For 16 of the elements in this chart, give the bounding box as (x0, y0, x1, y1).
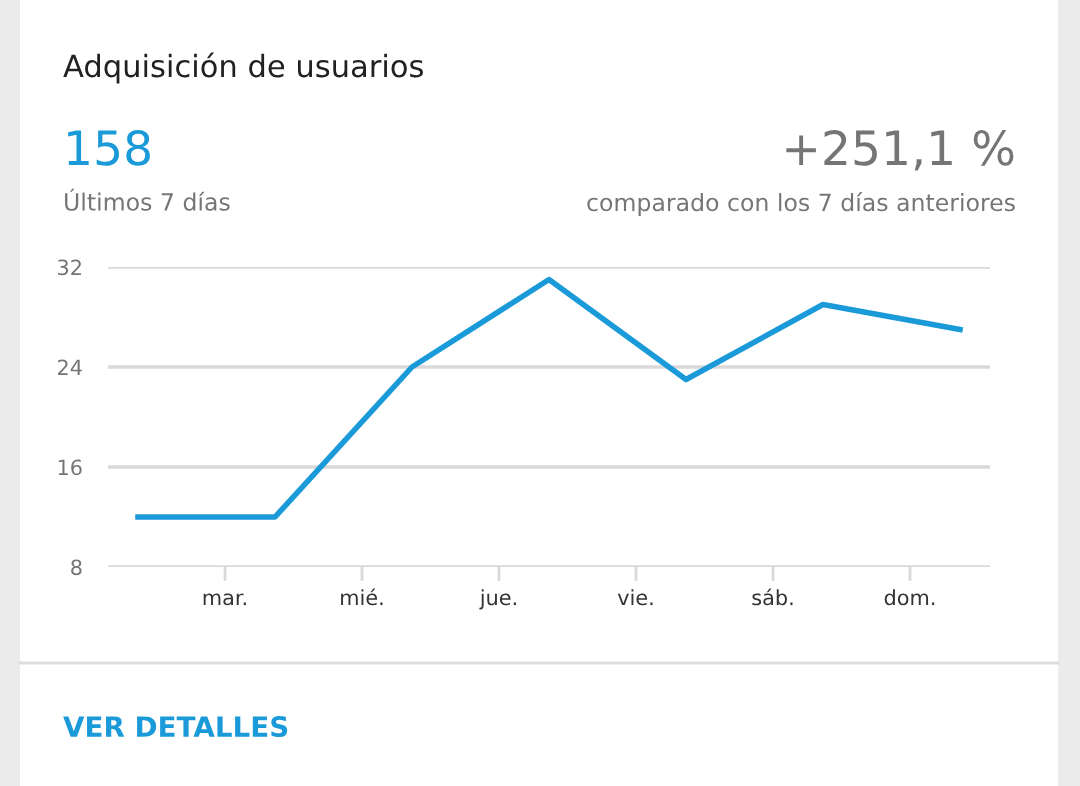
x-tick-label: mié. (341, 588, 383, 606)
x-tick-label: dom. (884, 589, 935, 606)
x-tick-label: jue. (479, 589, 516, 610)
text: 158 (68, 129, 150, 166)
x-tick-label: mar. (203, 593, 246, 606)
x-tick-label: sáb. (752, 588, 793, 606)
text: VER DETALLES (63, 716, 288, 738)
text: Últimos 7 días (65, 188, 230, 211)
y-tick-label: 24 (58, 359, 82, 375)
y-tick-label: 8 (71, 559, 82, 576)
x-tick-label: vie. (617, 589, 653, 606)
chart-title: Adquisición de usuarios (63, 52, 423, 84)
y-tick-label: 16 (58, 459, 82, 476)
text: comparado con los 7 días anteriores (587, 192, 1015, 216)
text: +251,1 % (786, 129, 1014, 171)
y-tick-label: 32 (58, 259, 81, 276)
